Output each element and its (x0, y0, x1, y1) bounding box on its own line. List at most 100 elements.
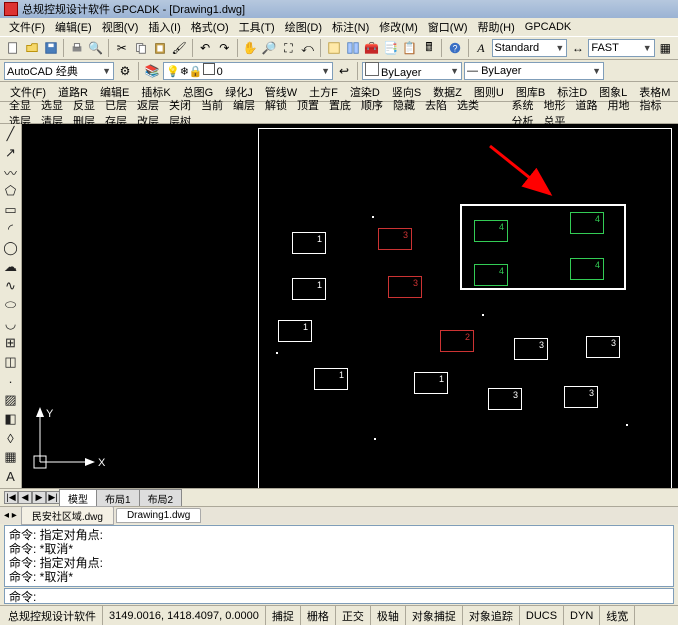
menu-item[interactable]: 格式(O) (186, 19, 234, 35)
drawing-rect[interactable]: 1 (314, 368, 348, 390)
layer-tool-button[interactable]: 已层 (100, 98, 132, 114)
layer-tool-button[interactable]: 选显 (36, 98, 68, 114)
circle-icon[interactable]: ◯ (3, 240, 19, 256)
layout-tab[interactable]: 布局2 (139, 489, 183, 507)
zoom-win-icon[interactable]: ⛶ (280, 39, 297, 57)
workspace-dropdown[interactable]: AutoCAD 经典▼ (4, 62, 114, 80)
status-mode-toggle[interactable]: 对象追踪 (463, 606, 520, 625)
tab-nav-button[interactable]: ◀ (18, 491, 32, 504)
dcenter-icon[interactable] (344, 39, 361, 57)
menu-item[interactable]: 标注(N) (327, 19, 374, 35)
drawing-rect[interactable]: 1 (414, 372, 448, 394)
dim-style-dropdown[interactable]: FAST▼ (588, 39, 654, 57)
status-mode-toggle[interactable]: 线宽 (600, 606, 635, 625)
point-icon[interactable]: · (3, 373, 19, 389)
markup-icon[interactable]: 📋 (401, 39, 418, 57)
arc-icon[interactable]: ◜ (3, 221, 19, 237)
match-icon[interactable]: 🖌 (171, 39, 188, 57)
polygon-icon[interactable]: ⬠ (3, 183, 19, 199)
zoom-prev-icon[interactable]: ⤺ (299, 39, 316, 57)
cut-icon[interactable]: ✂ (113, 39, 130, 57)
drawing-canvas[interactable]: Y X 1111332444413333 (22, 124, 678, 488)
zoom-rt-icon[interactable]: 🔎 (261, 39, 278, 57)
pline-icon[interactable]: 〰 (3, 164, 19, 180)
textstyle-icon[interactable]: A (472, 39, 489, 57)
drawing-rect[interactable]: 3 (514, 338, 548, 360)
category-button[interactable]: 道路 (571, 98, 603, 114)
layer-tool-button[interactable]: 置底 (324, 98, 356, 114)
drawing-rect[interactable]: 2 (440, 330, 474, 352)
menu-item[interactable]: 文件(F) (4, 19, 50, 35)
region-icon[interactable]: ◊ (3, 430, 19, 446)
file-tab[interactable]: 民安社区域.dwg (21, 506, 114, 525)
layer-tool-button[interactable]: 返层 (132, 98, 164, 114)
category-button[interactable]: 系统 (507, 98, 539, 114)
tab-nav-button[interactable]: ▶| (46, 491, 60, 504)
layer-tool-button[interactable]: 顶置 (292, 98, 324, 114)
layer-dropdown[interactable]: 💡❄🔒0▼ (163, 62, 333, 80)
layer-tool-button[interactable]: 去陷 (420, 98, 452, 114)
insert-icon[interactable]: ⊞ (3, 335, 19, 351)
layer-tool-button[interactable]: 顺序 (356, 98, 388, 114)
file-tab[interactable]: Drawing1.dwg (116, 508, 201, 523)
color-dropdown[interactable]: ByLayer▼ (362, 62, 462, 80)
drawing-rect[interactable]: 3 (564, 386, 598, 408)
status-mode-toggle[interactable]: DYN (564, 606, 600, 625)
layer-tool-button[interactable]: 全显 (4, 98, 36, 114)
menu-item[interactable]: 绘图(D) (280, 19, 327, 35)
spline-icon[interactable]: ∿ (3, 278, 19, 294)
undo-icon[interactable]: ↶ (197, 39, 214, 57)
sheet-icon[interactable]: 📑 (382, 39, 399, 57)
status-mode-toggle[interactable]: 极轴 (371, 606, 406, 625)
menu-item[interactable]: 视图(V) (97, 19, 144, 35)
layer-tool-button[interactable]: 反显 (68, 98, 100, 114)
drawing-rect[interactable]: 1 (292, 232, 326, 254)
category-button[interactable]: 指标 (635, 98, 667, 114)
open-icon[interactable] (23, 39, 40, 57)
menu-item[interactable]: 编辑(E) (50, 19, 97, 35)
preview-icon[interactable]: 🔍 (87, 39, 104, 57)
drawing-rect[interactable]: 3 (388, 276, 422, 298)
layer-tool-button[interactable]: 当前 (196, 98, 228, 114)
hatch-icon[interactable]: ▨ (3, 392, 19, 408)
tab-nav-button[interactable]: ▶ (32, 491, 46, 504)
gradient-icon[interactable]: ◧ (3, 411, 19, 427)
copy-icon[interactable] (132, 39, 149, 57)
block-icon[interactable]: ◫ (3, 354, 19, 370)
category-button[interactable]: 地形 (539, 98, 571, 114)
linetype-dropdown[interactable]: — ByLayer▼ (464, 62, 604, 80)
pan-icon[interactable]: ✋ (242, 39, 259, 57)
layout-tab[interactable]: 布局1 (96, 489, 140, 507)
save-icon[interactable] (42, 39, 59, 57)
drawing-rect[interactable]: 3 (586, 336, 620, 358)
toolpal-icon[interactable]: 🧰 (363, 39, 380, 57)
table-icon[interactable]: ▦ (3, 449, 19, 465)
layer-props-icon[interactable]: 📚 (143, 62, 161, 80)
menu-item[interactable]: 帮助(H) (473, 19, 520, 35)
menu-item[interactable]: GPCADK (520, 21, 576, 33)
drawing-rect[interactable]: 3 (488, 388, 522, 410)
props-icon[interactable] (325, 39, 342, 57)
menu-item[interactable]: 窗口(W) (423, 19, 473, 35)
drawing-rect[interactable]: 1 (292, 278, 326, 300)
dimstyle-icon[interactable]: ↔ (569, 39, 586, 57)
rect-icon[interactable]: ▭ (3, 202, 19, 218)
command-input[interactable]: 命令: (4, 588, 674, 604)
menu-item[interactable]: 工具(T) (234, 19, 280, 35)
layer-tool-button[interactable]: 选类 (452, 98, 484, 114)
calc-icon[interactable]: 🖩 (420, 39, 437, 57)
paste-icon[interactable] (151, 39, 168, 57)
layout-tab[interactable]: 模型 (59, 489, 97, 507)
layer-tool-button[interactable]: 隐藏 (388, 98, 420, 114)
category-button[interactable]: 用地 (603, 98, 635, 114)
layer-tool-button[interactable]: 解锁 (260, 98, 292, 114)
xline-icon[interactable]: ↗ (3, 145, 19, 161)
redo-icon[interactable]: ↷ (216, 39, 233, 57)
status-mode-toggle[interactable]: DUCS (520, 606, 564, 625)
drawing-rect[interactable]: 1 (278, 320, 312, 342)
revcloud-icon[interactable]: ☁ (3, 259, 19, 275)
drawing-rect[interactable]: 3 (378, 228, 412, 250)
ellipse-icon[interactable]: ⬭ (3, 297, 19, 313)
layer-tool-button[interactable]: 编层 (228, 98, 260, 114)
ellarc-icon[interactable]: ◡ (3, 316, 19, 332)
